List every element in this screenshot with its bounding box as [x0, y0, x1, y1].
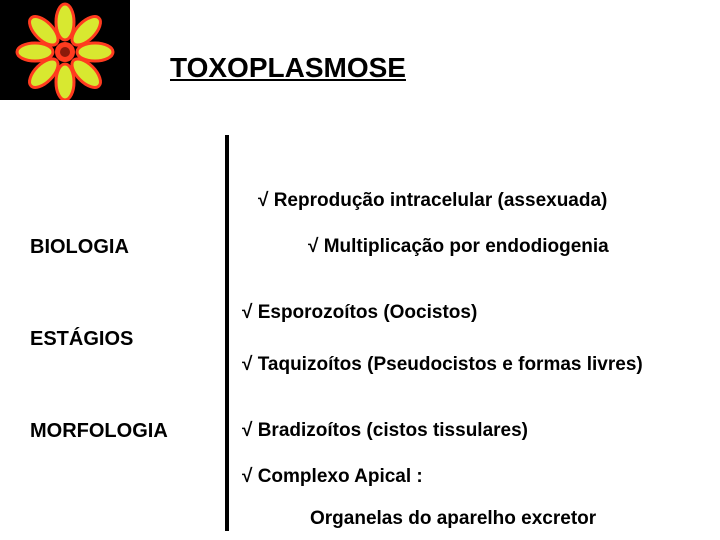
bullet-esporozoitos: √ Esporozoítos (Oocistos) — [242, 302, 477, 324]
subline-organelas: Organelas do aparelho excretor — [310, 508, 596, 530]
bullet-complexo-apical: √ Complexo Apical : — [242, 466, 423, 488]
label-morfologia: MORFOLOGIA — [30, 420, 168, 443]
bullet-reproducao: √ Reprodução intracelular (assexuada) — [258, 190, 607, 212]
bullet-taquizoitos: √ Taquizoítos (Pseudocistos e formas liv… — [242, 354, 643, 376]
label-estagios: ESTÁGIOS — [30, 328, 133, 351]
vertical-divider — [225, 135, 229, 531]
bullet-multiplicacao: √ Multiplicação por endodiogenia — [308, 236, 609, 258]
bullet-bradizoitos: √ Bradizoítos (cistos tissulares) — [242, 420, 528, 442]
page-title: TOXOPLASMOSE — [170, 52, 406, 84]
microscopy-image — [0, 0, 130, 100]
label-biologia: BIOLOGIA — [30, 236, 129, 259]
